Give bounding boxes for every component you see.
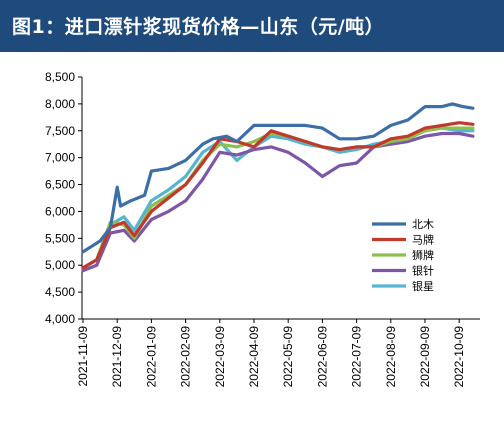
x-tick-label: 2022-08-09 xyxy=(384,326,398,388)
chart-title: 图1：进口漂针浆现货价格—山东（元/吨） xyxy=(0,0,504,52)
x-tick-label: 2022-01-09 xyxy=(144,326,158,388)
x-tick-label: 2022-05-09 xyxy=(281,326,295,388)
axes: 4,000 4,500 5,000 5,500 6,000 6,500 7,000 7,500… xyxy=(45,70,480,387)
y-tick-label: 5,500 xyxy=(45,231,75,245)
legend-label: 马牌 xyxy=(412,233,434,247)
y-tick-label: 4,000 xyxy=(45,312,75,326)
series-line-3 xyxy=(81,126,475,270)
series-line-4 xyxy=(81,131,475,273)
series-line-1 xyxy=(81,102,475,254)
x-tick-label: 2021-12-09 xyxy=(110,326,124,388)
legend-label: 银针 xyxy=(412,264,434,278)
x-tick-label: 2022-09-09 xyxy=(418,326,432,388)
x-tick-label: 2022-03-09 xyxy=(213,326,227,388)
x-tick-label: 2022-02-09 xyxy=(179,326,193,388)
series-line-2 xyxy=(81,121,475,270)
y-tick-label: 6,500 xyxy=(45,178,75,192)
y-tick-label: 7,000 xyxy=(45,151,75,165)
x-tick-label: 2022-07-09 xyxy=(350,326,364,388)
line-chart: 4,000 4,500 5,000 5,500 6,000 6,500 7,000 7,500… xyxy=(45,70,480,387)
series-lines xyxy=(81,102,475,273)
legend-label: 银星 xyxy=(412,279,434,293)
y-tick-label: 6,000 xyxy=(45,204,75,218)
legend-label: 北木 xyxy=(412,218,434,231)
x-tick-label: 2022-04-09 xyxy=(247,326,261,388)
y-tick-label: 4,500 xyxy=(45,285,75,299)
legend-label: 狮牌 xyxy=(412,248,434,262)
x-tick-label: 2022-06-09 xyxy=(315,326,329,388)
y-tick-label: 8,000 xyxy=(45,97,75,111)
y-tick-label: 8,500 xyxy=(45,70,75,84)
x-tick-label: 2022-10-09 xyxy=(452,326,466,388)
x-tick-label: 2021-11-09 xyxy=(76,326,90,387)
y-tick-label: 5,000 xyxy=(45,258,75,272)
y-tick-label: 7,500 xyxy=(45,124,75,138)
